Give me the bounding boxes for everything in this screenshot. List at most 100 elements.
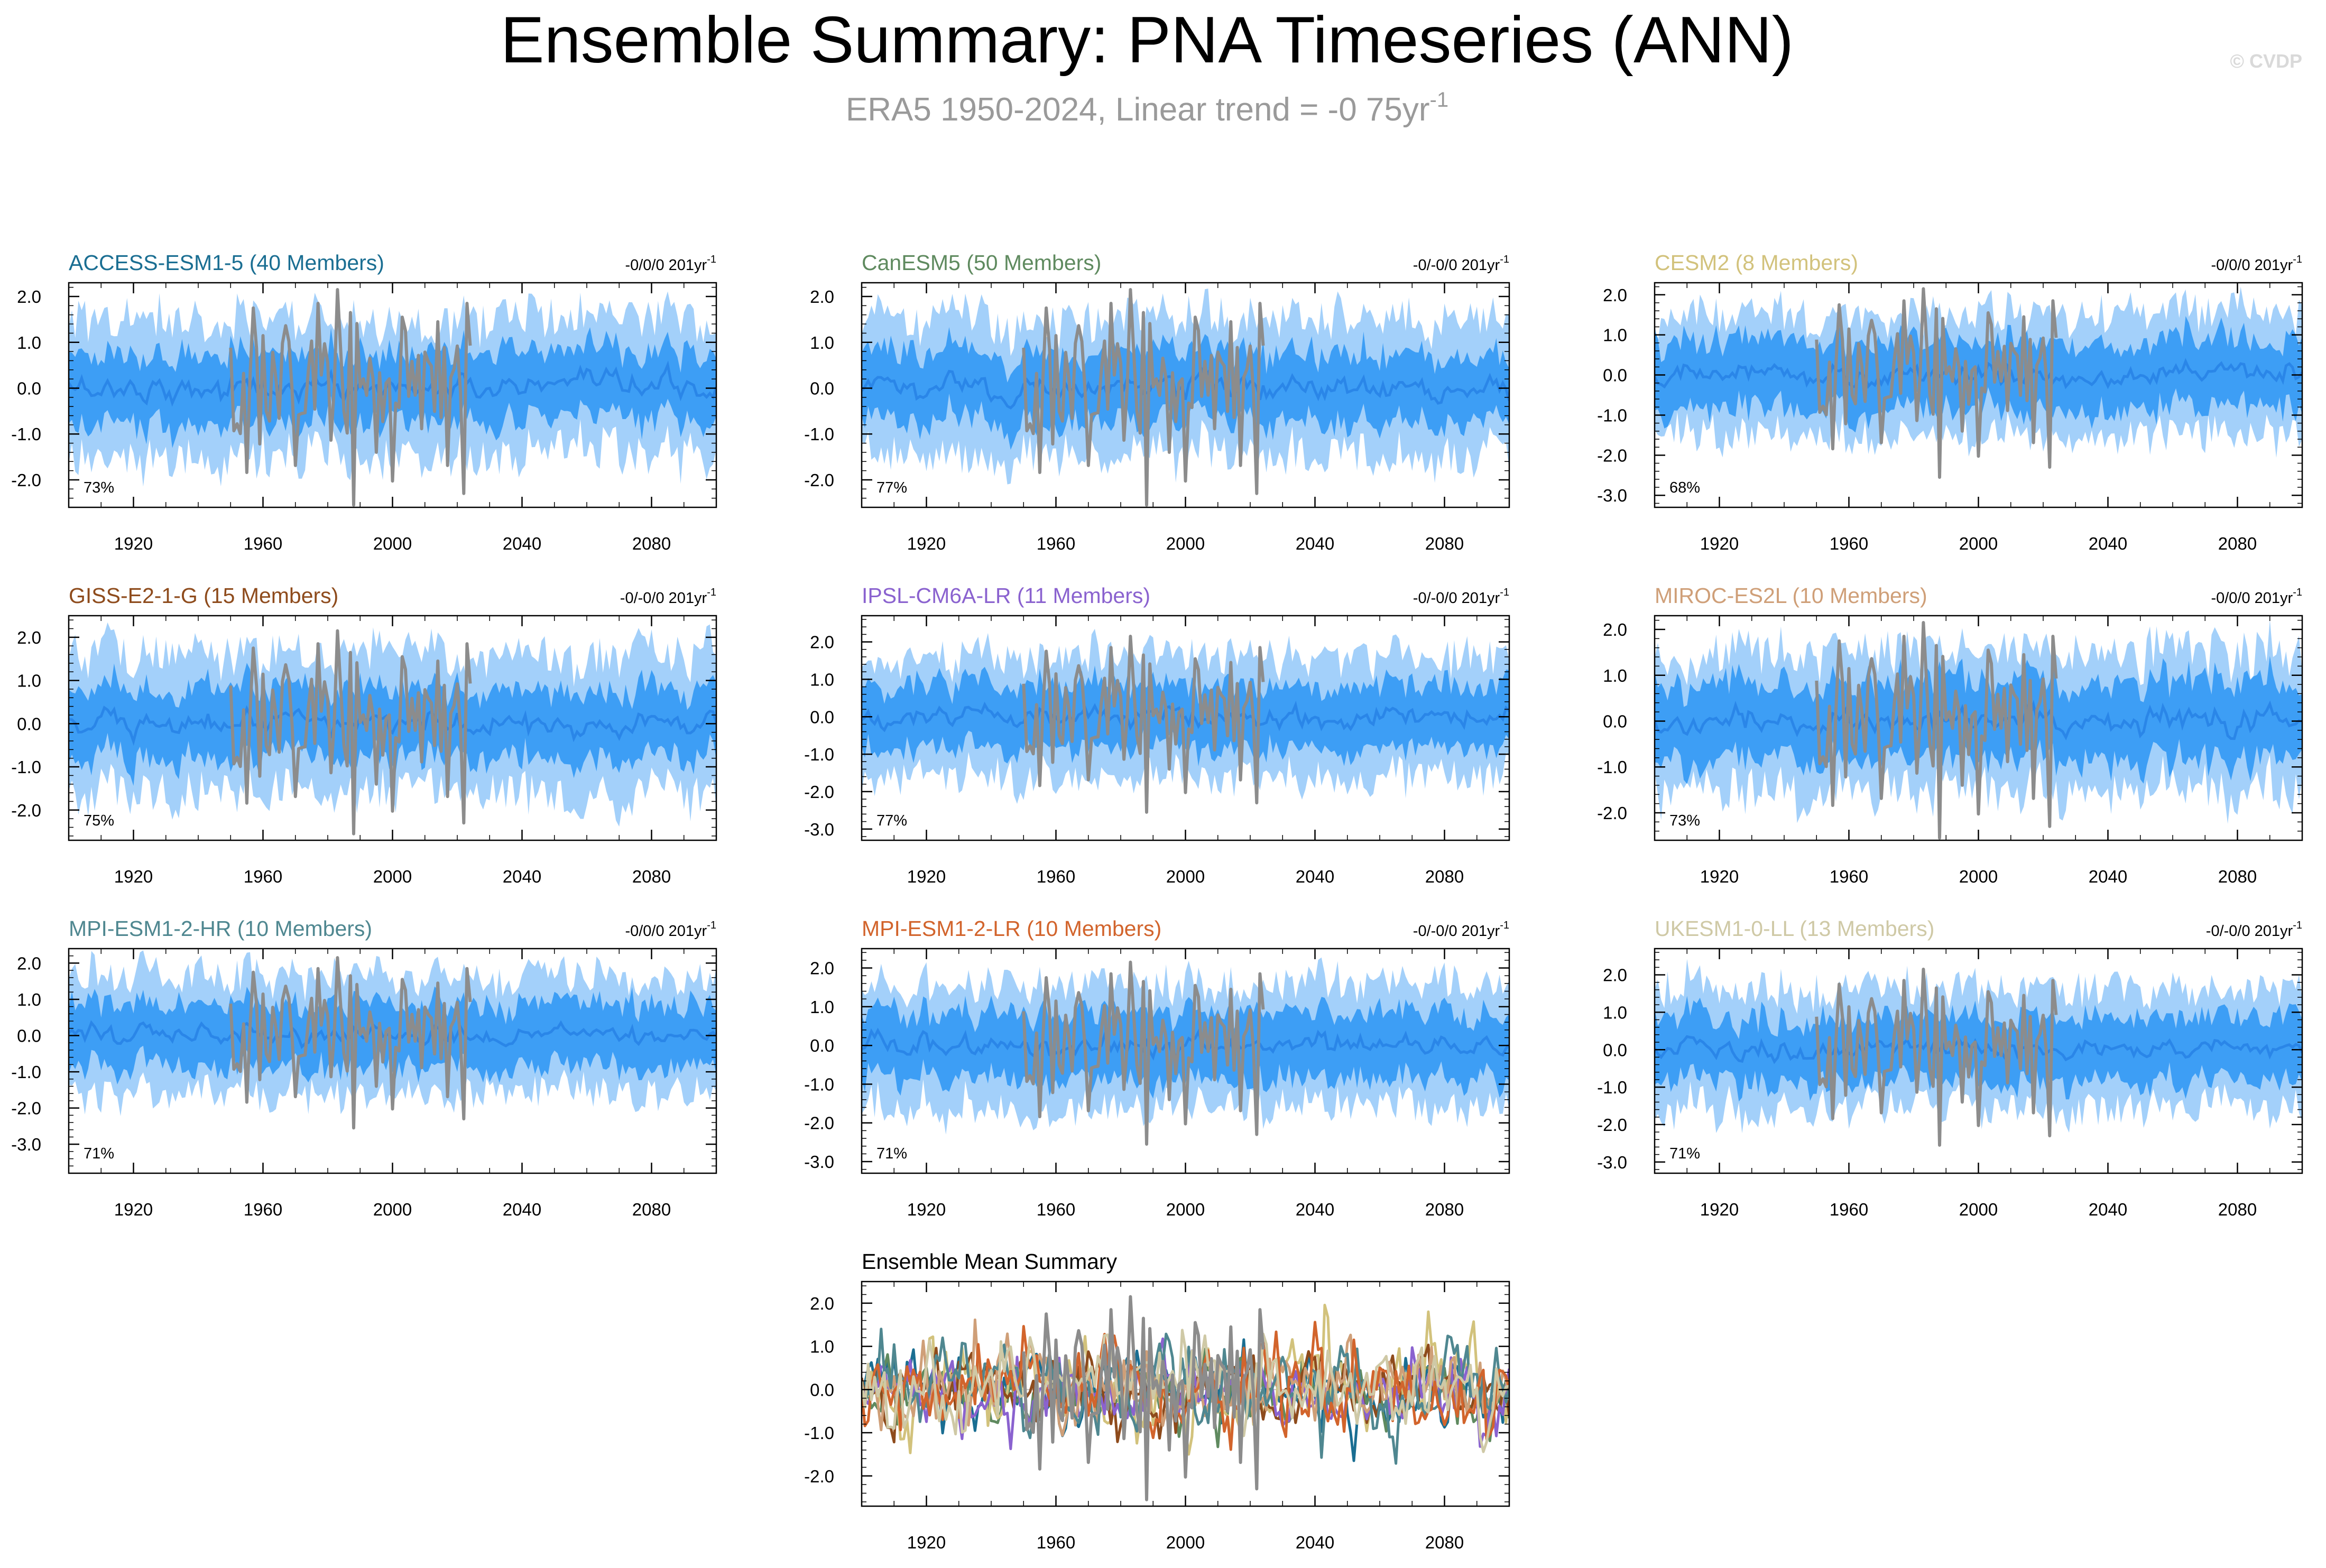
y-tick-label: -3.0 [804, 1152, 834, 1172]
ensemble-mean-line [862, 1027, 1509, 1061]
percent-label: 75% [84, 812, 114, 829]
panel-trend-superscript: -1 [707, 920, 716, 931]
figure-subtitle-superscript: -1 [1430, 88, 1449, 112]
y-tick-label: 0.0 [17, 714, 41, 734]
ensemble-mean-line [69, 705, 716, 746]
panels-group: ACCESS-ESM1-5 (40 Members) -0/0/0 201yr-1… [11, 250, 2303, 1552]
y-tick-label: 1.0 [17, 671, 41, 691]
x-tick-label: 2000 [1959, 1200, 1998, 1219]
ensemble-mean-line-7 [862, 1321, 1509, 1451]
x-tick-label: 1960 [1830, 1200, 1868, 1219]
panel-trend-label: -0/-0/0 201yr-1 [2206, 920, 2302, 940]
y-tick-label: 0.0 [17, 378, 41, 398]
panel-trend-label: -0/-0/0 201yr-1 [1413, 587, 1509, 607]
ensemble-mean-line [862, 700, 1509, 732]
panel-trend-superscript: -1 [707, 254, 716, 265]
x-tick-label: 2040 [503, 534, 541, 553]
x-tick-label: 1920 [1700, 534, 1739, 553]
x-tick-label: 2000 [373, 867, 412, 886]
observations-line [1022, 288, 1265, 507]
x-tick-label: 2000 [1959, 534, 1998, 553]
ensemble-mean-line-8 [862, 1329, 1509, 1453]
x-tick-label: 2080 [2218, 1200, 2257, 1219]
panel-trend-superscript: -1 [707, 587, 716, 598]
y-tick-label: 1.0 [810, 997, 834, 1017]
x-tick-label: 1920 [907, 867, 946, 886]
plot-area [69, 288, 716, 507]
figure-subtitle-text: ERA5 1950-2024, Linear trend = -0 75yr [846, 91, 1430, 128]
plot-area [69, 622, 716, 836]
percent-label: 68% [1669, 479, 1700, 496]
panel-title: MPI-ESM1-2-HR (10 Members) [69, 916, 372, 941]
x-tick-label: 1920 [907, 1533, 946, 1552]
x-tick-label: 1960 [1037, 1200, 1075, 1219]
panel-8: UKESM1-0-LL (13 Members) -0/-0/0 201yr-1 7… [1597, 916, 2303, 1219]
x-tick-label: 2080 [632, 867, 671, 886]
x-tick-label: 1960 [1037, 1533, 1075, 1552]
percent-label: 71% [876, 1145, 907, 1162]
x-tick-label: 2040 [503, 1200, 541, 1219]
panel-title: CESM2 (8 Members) [1655, 250, 1858, 275]
panel-title: UKESM1-0-LL (13 Members) [1655, 916, 1934, 941]
plot-area [862, 1295, 1509, 1501]
figure-subtitle: ERA5 1950-2024, Linear trend = -0 75yr-1 [846, 88, 1448, 128]
y-tick-label: 1.0 [1603, 666, 1627, 685]
panel-trend-text: -0/-0/0 201yr [620, 590, 707, 607]
y-tick-label: -3.0 [1597, 486, 1627, 505]
plot-area [1655, 286, 2302, 479]
panel-trend-superscript: -1 [1500, 254, 1509, 265]
x-tick-label: 2000 [1166, 534, 1205, 553]
plot-area [862, 957, 1509, 1146]
y-tick-label: -1.0 [804, 745, 834, 764]
y-tick-label: -1.0 [804, 424, 834, 444]
plot-area [1655, 619, 2302, 840]
x-tick-label: 2000 [1166, 1533, 1205, 1552]
y-tick-label: -1.0 [804, 1074, 834, 1094]
y-tick-label: 2.0 [810, 633, 834, 652]
x-tick-label: 2080 [1425, 1533, 1464, 1552]
percent-label: 71% [84, 1145, 114, 1162]
y-tick-label: 1.0 [17, 333, 41, 352]
x-tick-label: 2040 [1296, 867, 1334, 886]
panel-trend-text: -0/-0/0 201yr [1413, 257, 1500, 274]
y-tick-label: -1.0 [804, 1423, 834, 1443]
ensemble-mean-line [69, 1020, 716, 1050]
plot-area [862, 288, 1509, 507]
y-tick-label: -2.0 [1597, 1115, 1627, 1135]
x-tick-label: 2040 [1296, 1533, 1334, 1552]
x-tick-label: 1960 [1830, 534, 1868, 553]
y-tick-label: 2.0 [810, 1294, 834, 1313]
x-tick-label: 2040 [2089, 867, 2127, 886]
panel-title: CanESM5 (50 Members) [862, 250, 1101, 275]
panel-trend-superscript: -1 [2293, 254, 2302, 265]
plot-area [862, 628, 1509, 814]
x-tick-label: 2000 [373, 1200, 412, 1219]
panel-trend-label: -0/0/0 201yr-1 [625, 254, 716, 274]
ensemble-inner-band [1655, 316, 2302, 433]
panel-trend-text: -0/0/0 201yr [625, 923, 707, 940]
y-tick-label: 2.0 [1603, 285, 1627, 305]
observations-line [229, 288, 472, 507]
y-tick-label: 0.0 [1603, 711, 1627, 731]
y-tick-label: -1.0 [1597, 1078, 1627, 1097]
panel-3: GISS-E2-1-G (15 Members) -0/-0/0 201yr-1 7… [11, 583, 717, 886]
y-tick-label: -1.0 [1597, 757, 1627, 777]
observations-line [1022, 1295, 1265, 1501]
y-tick-label: 0.0 [810, 707, 834, 727]
x-tick-label: 1960 [244, 534, 282, 553]
observations-line [1815, 621, 2058, 840]
observations-line [1815, 287, 2058, 479]
panel-5: MIROC-ES2L (10 Members) -0/0/0 201yr-1 73%… [1597, 583, 2303, 886]
y-tick-label: -3.0 [11, 1135, 41, 1154]
y-tick-label: -2.0 [804, 1114, 834, 1133]
panel-trend-label: -0/-0/0 201yr-1 [1413, 254, 1509, 274]
ensemble-mean-line [1655, 1035, 2302, 1064]
ensemble-mean-line [862, 366, 1509, 410]
panel-trend-text: -0/-0/0 201yr [1413, 923, 1500, 940]
x-tick-label: 2000 [373, 534, 412, 553]
x-tick-label: 1920 [1700, 1200, 1739, 1219]
y-tick-label: -1.0 [1597, 405, 1627, 425]
x-tick-label: 2000 [1959, 867, 1998, 886]
x-tick-label: 2000 [1166, 1200, 1205, 1219]
x-tick-label: 2040 [1296, 1200, 1334, 1219]
